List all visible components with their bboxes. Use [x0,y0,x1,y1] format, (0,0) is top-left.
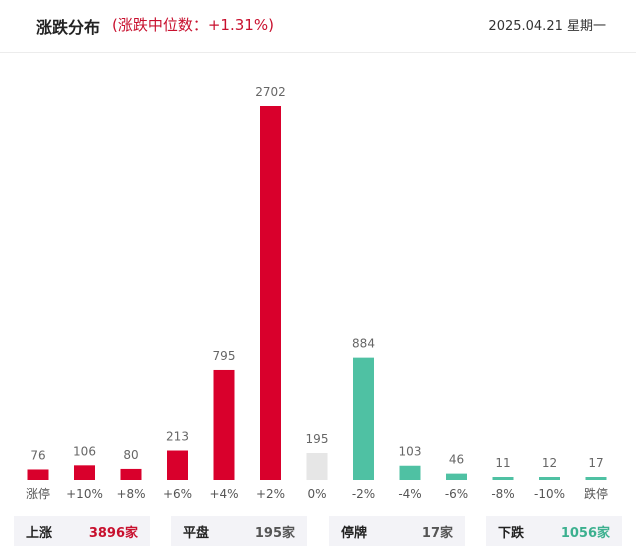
median-change-subtitle: (涨跌中位数：+1.31%) [112,16,274,34]
category-label-2: +8% [116,487,145,501]
value-label-11: 12 [542,456,557,470]
category-label-0: 涨停 [26,486,50,501]
value-label-1: 106 [73,444,96,458]
bar-12 [585,477,607,480]
value-label-5: 2702 [255,85,286,99]
summary-fall: 下跌 1056家 [486,516,622,546]
summary-fall-value: 1056家 [560,525,610,541]
summary-bar: 上涨 3896家 平盘 195家 停牌 17家 下跌 1056家 [14,516,622,546]
summary-suspended-label: 停牌 [341,525,368,541]
chart-title: 涨跌分布 [36,18,101,37]
value-label-2: 80 [123,448,138,462]
category-label-4: +4% [209,487,238,501]
value-label-3: 213 [166,430,189,444]
summary-rise-label: 上涨 [26,525,53,541]
bar-8 [399,465,421,480]
value-label-0: 76 [30,448,45,462]
summary-fall-label: 下跌 [498,525,525,541]
bar-10 [492,477,514,480]
bar-3 [167,450,188,480]
summary-flat: 平盘 195家 [171,516,307,546]
category-label-1: +10% [66,487,103,501]
date-label: 2025.04.21 星期一 [488,19,606,34]
distribution-bar-chart: 76 涨停 106 +10% 80 +8% 213 +6% 795 +4% 2702 +2% 195 0%… [26,85,608,501]
category-label-10: -8% [491,487,514,501]
bar-2 [120,468,142,480]
bar-1 [74,465,95,480]
category-label-7: -2% [352,487,375,501]
summary-rise: 上涨 3896家 [14,516,150,546]
chart-header: 涨跌分布 (涨跌中位数：+1.31%) 2025.04.21 星期一 [0,0,636,53]
summary-suspended: 停牌 17家 [329,516,465,546]
bar-6 [306,453,328,480]
bar-9 [446,473,467,480]
category-label-3: +6% [163,487,192,501]
bar-7 [353,357,374,480]
value-label-6: 195 [306,432,329,446]
category-label-8: -4% [398,487,421,501]
bar-5 [260,106,281,480]
category-label-9: -6% [445,487,468,501]
category-label-5: +2% [256,487,285,501]
bar-4 [213,369,235,480]
category-label-11: -10% [534,487,565,501]
category-label-6: 0% [307,487,326,501]
summary-flat-value: 195家 [254,525,295,541]
value-label-4: 795 [213,349,236,363]
bar-0 [27,469,49,480]
value-label-9: 46 [449,453,464,467]
value-label-8: 103 [399,445,422,459]
bar-11 [539,477,560,480]
summary-flat-label: 平盘 [183,525,210,541]
value-label-12: 17 [588,456,603,470]
value-label-10: 11 [495,456,510,470]
summary-rise-value: 3896家 [88,525,138,541]
value-label-7: 884 [352,337,375,351]
summary-suspended-value: 17家 [421,525,453,541]
category-label-12: 跌停 [584,486,608,501]
